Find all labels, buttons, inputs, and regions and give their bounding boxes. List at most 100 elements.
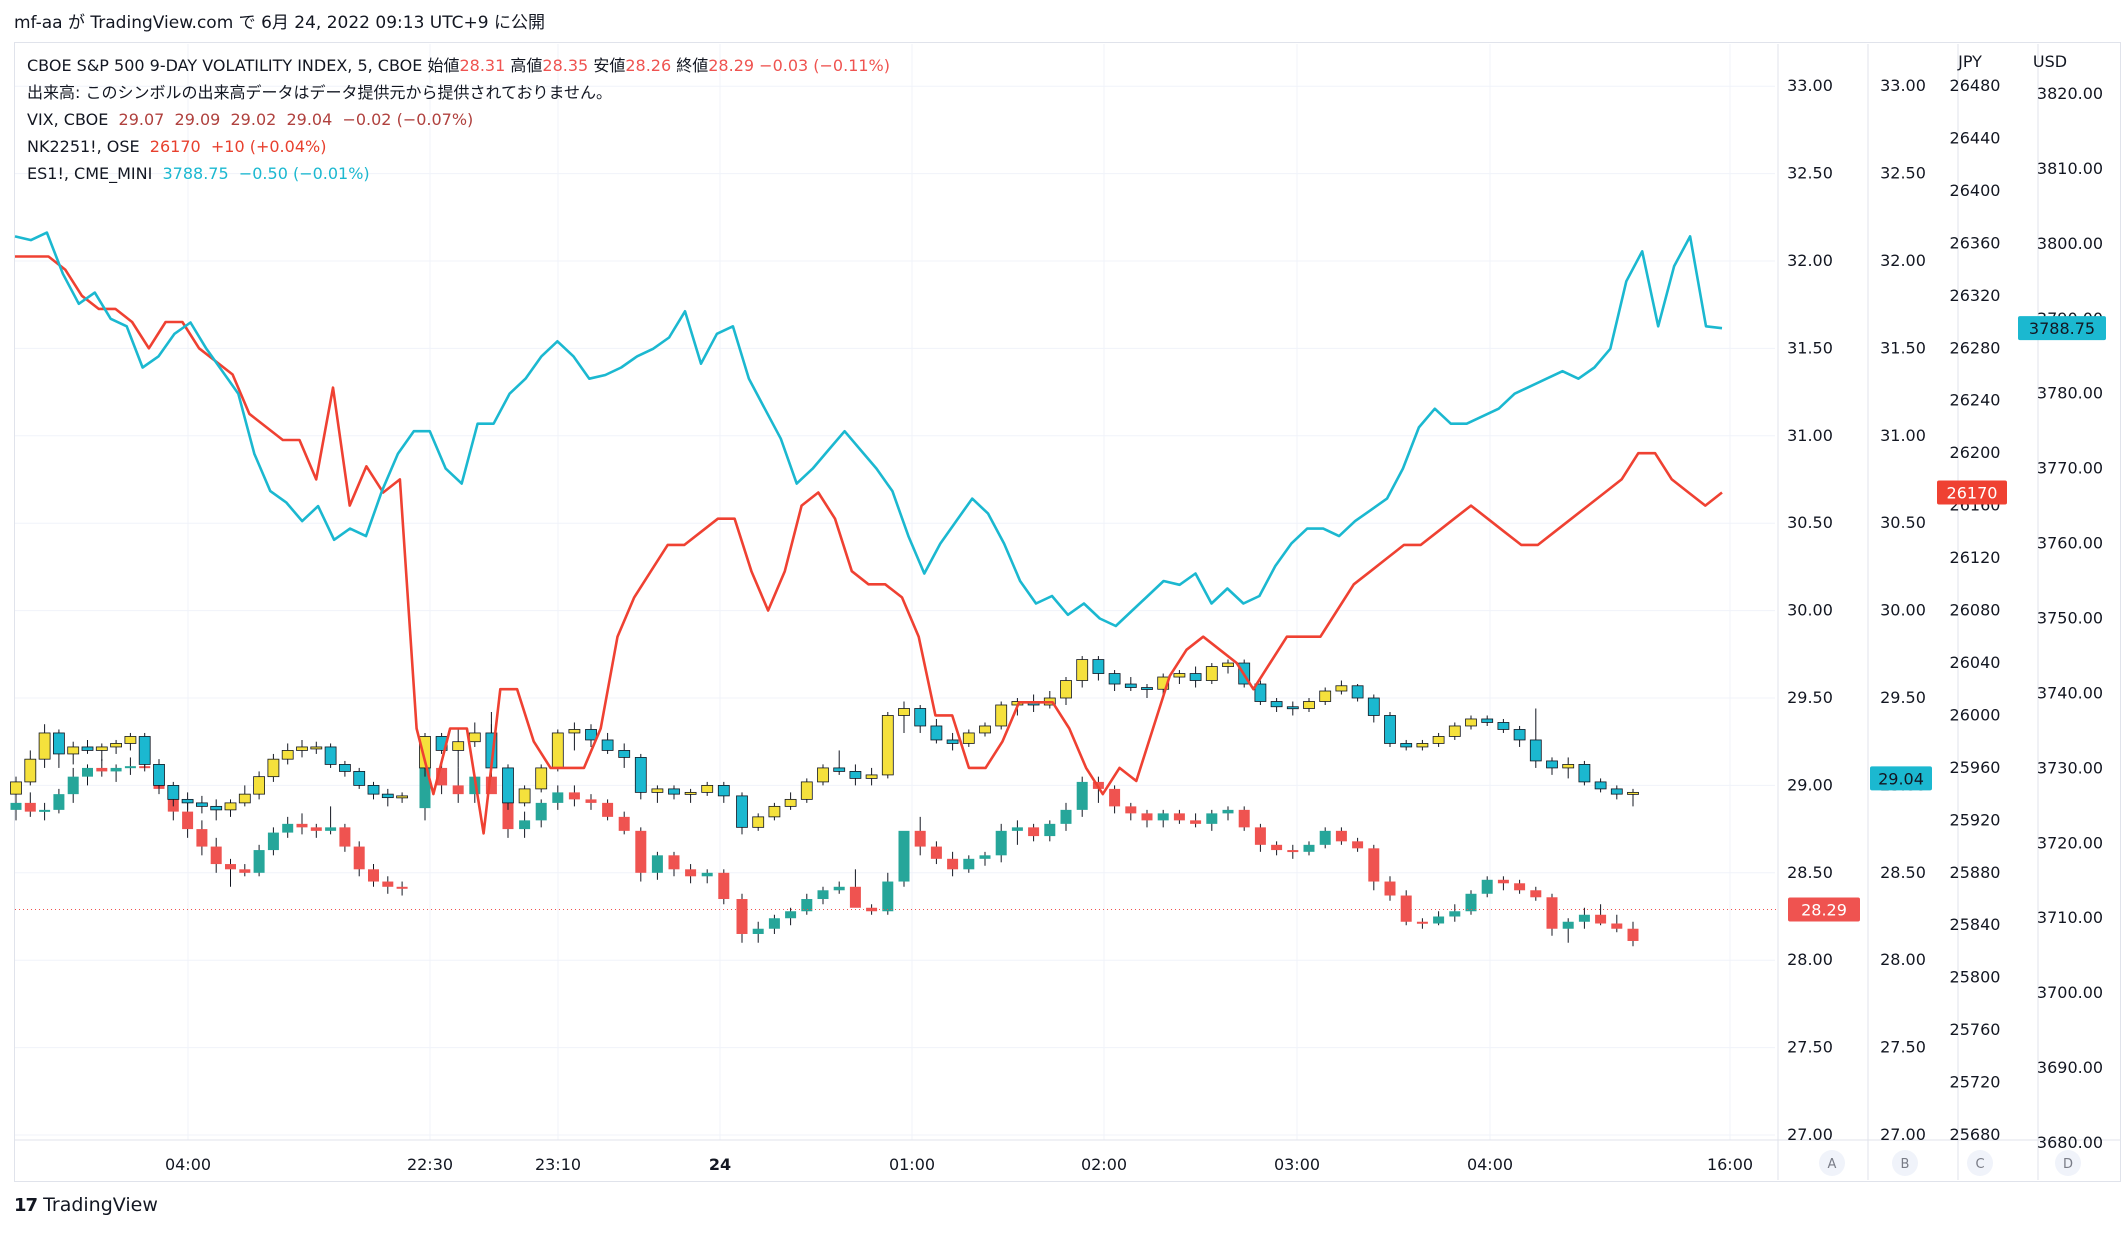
candle-body (110, 767, 122, 772)
candle-body (1578, 914, 1590, 922)
candle-body (768, 805, 781, 818)
candle-body (224, 802, 237, 811)
x-tick-label: 04:00 (1467, 1155, 1513, 1174)
candle-body (865, 774, 878, 779)
candle-body (1076, 781, 1088, 810)
candle-body (1141, 687, 1153, 690)
candle-body (1076, 659, 1089, 681)
candle-body (849, 886, 861, 908)
candle-body (651, 855, 663, 873)
vix9d-candles (10, 724, 1639, 947)
x-tick-label: 16:00 (1707, 1155, 1753, 1174)
axis-scale-label: B (1901, 1157, 1910, 1172)
candle-body (668, 855, 680, 870)
candle-body (1011, 827, 1023, 831)
candle-body (1400, 895, 1412, 922)
axis-c-tick: 25960 (1950, 758, 2001, 777)
axis-d-tick: 3730.00 (2037, 758, 2103, 777)
candle-body (914, 830, 926, 847)
candle-body (1627, 791, 1639, 795)
legend-main-row[interactable]: CBOE S&P 500 9-DAY VOLATILITY INDEX, 5, … (27, 52, 890, 79)
candle-body (253, 776, 266, 795)
candle-body (53, 732, 65, 755)
candle-body (96, 767, 108, 772)
candle-body (502, 767, 514, 804)
es1-line (14, 231, 1723, 628)
axis-b-tick: 32.00 (1880, 251, 1926, 270)
x-tick-label: 23:10 (535, 1155, 581, 1174)
legend-es-values: 3788.75 −0.50 (−0.01%) (162, 164, 370, 183)
axis-scale-button (2055, 1150, 2081, 1176)
candle-body (552, 792, 564, 803)
candle-body (1303, 844, 1315, 852)
grid (15, 44, 1775, 1140)
candle-body (898, 708, 910, 716)
candle-body (419, 767, 431, 809)
candle-body (1190, 820, 1202, 824)
candle-body (752, 816, 765, 828)
candle-body (1271, 844, 1283, 851)
candle-body (1238, 809, 1250, 828)
candle-body (381, 793, 394, 799)
candle-body (196, 829, 208, 847)
axis-scale-button (1967, 1150, 1993, 1176)
axis-a-tick: 27.50 (1787, 1038, 1833, 1057)
candle-body (296, 823, 308, 828)
candle-body (817, 767, 829, 783)
candle-body (618, 816, 630, 831)
candle-body (396, 886, 408, 889)
candle-body (914, 708, 927, 727)
candle-body (1060, 680, 1072, 699)
es-price-badge (2018, 316, 2106, 341)
x-tick-label: 22:30 (407, 1155, 453, 1174)
candle-body (1109, 788, 1121, 807)
axis-c-tick: 26280 (1950, 338, 2001, 357)
legend-vix-label: VIX, CBOE (27, 110, 109, 129)
legend-open-value: 28.31 (459, 56, 506, 75)
legend-es-row[interactable]: ES1!, CME_MINI 3788.75 −0.50 (−0.01%) (27, 160, 890, 187)
candle-body (81, 746, 94, 751)
candle-body (53, 794, 65, 810)
candle-body (930, 725, 943, 741)
axis-c-tick: 26440 (1950, 128, 2001, 147)
tradingview-logo-icon: 17 (14, 1194, 38, 1216)
vix-price-badge (1870, 766, 1932, 791)
candle-body (1546, 897, 1558, 929)
candle-body (668, 788, 680, 795)
axis-b-tick: 27.50 (1880, 1038, 1926, 1057)
axis-c-unit: JPY (1957, 52, 1982, 71)
candle-body (1432, 736, 1445, 744)
axis-a-tick: 29.00 (1787, 775, 1833, 794)
axis-a-tick: 33.00 (1787, 76, 1833, 95)
publish-line: mf-aa が TradingView.com で 6月 24, 2022 09… (14, 13, 545, 33)
candle-body (1141, 813, 1153, 821)
candle-body (568, 792, 580, 800)
candle-body (138, 736, 151, 765)
candle-body (1125, 806, 1137, 814)
candle-body (1254, 683, 1267, 702)
legend-vix-row[interactable]: VIX, CBOE 29.07 29.09 29.02 29.04 −0.02 … (27, 106, 890, 133)
axis-b-tick: 31.50 (1880, 338, 1926, 357)
footer-brand[interactable]: 17 TradingView (14, 1190, 158, 1220)
axis-a-tick: 30.00 (1787, 601, 1833, 620)
axis-b-tick: 27.00 (1880, 1125, 1926, 1144)
axis-c-tick: 26480 (1950, 76, 2001, 95)
axis-d-tick: 3710.00 (2037, 908, 2103, 927)
candle-body (1529, 739, 1542, 762)
candle-body (67, 746, 80, 755)
candle-body (124, 766, 136, 769)
candle-body (1351, 685, 1364, 699)
candle-body (768, 918, 780, 929)
axis-d-tick: 3780.00 (2037, 384, 2103, 403)
legend-nk-row[interactable]: NK2251!, OSE 26170 +10 (+0.04%) (27, 133, 890, 160)
axis-d-unit: USD (2033, 52, 2067, 71)
legend-low-value: 28.26 (625, 56, 672, 75)
axis-b-tick: 28.50 (1880, 863, 1926, 882)
candle-body (1060, 809, 1072, 824)
axis-a-tick: 29.50 (1787, 688, 1833, 707)
candle-body (339, 827, 351, 847)
candle-body (396, 795, 409, 799)
axis-c-tick: 26040 (1950, 653, 2001, 672)
axis-c-tick: 25880 (1950, 863, 2001, 882)
